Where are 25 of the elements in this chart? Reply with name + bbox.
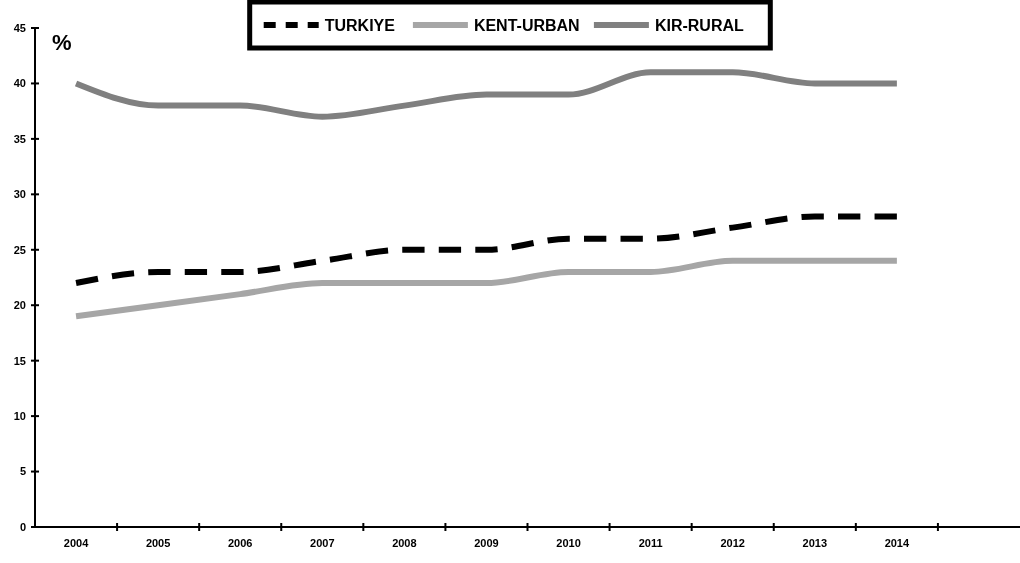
x-tick-label: 2013 [802,537,828,549]
y-axis-title: % [52,30,72,55]
y-tick-label: 25 [13,243,26,256]
y-tick-label: 0 [19,520,26,533]
y-tick-label: 35 [13,132,26,145]
y-tick-label: 15 [13,354,26,367]
y-tick-label: 5 [19,465,26,478]
x-tick-label: 2010 [556,537,581,549]
y-tick-label: 10 [13,409,26,422]
legend-label: TURKIYE [324,16,396,34]
x-tick-label: 2004 [63,537,90,549]
x-tick-label: 2005 [145,537,171,549]
y-tick-label: 20 [13,299,26,312]
legend-label: KENT-URBAN [473,16,580,34]
x-tick-label: 2011 [638,537,663,549]
x-tick-label: 2007 [310,537,335,549]
x-tick-label: 2009 [474,537,499,549]
x-tick-label: 2012 [720,537,745,549]
y-tick-label: 30 [13,188,26,201]
x-tick-label: 2014 [884,537,910,549]
legend-label: KIR-RURAL [654,16,744,34]
y-tick-label: 40 [13,77,26,90]
x-tick-label: 2006 [227,537,253,549]
x-tick-label: 2008 [392,537,417,549]
y-tick-label: 45 [13,21,26,34]
